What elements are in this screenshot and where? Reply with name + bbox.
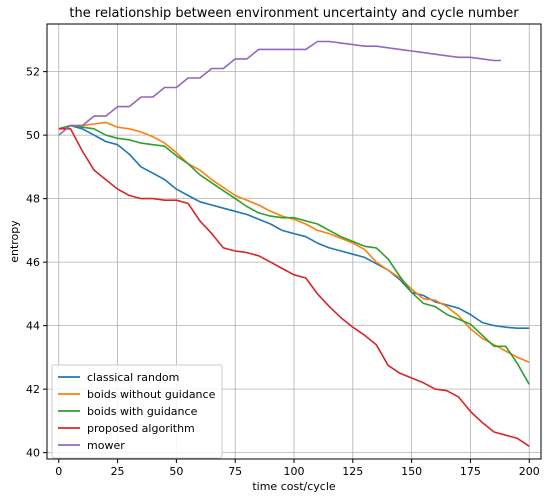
x-axis-ticks: 0 25 50 75 100 125 150 175 200 — [55, 459, 540, 478]
series-lines — [58, 40, 530, 447]
legend-entry: boids without guidance — [87, 388, 216, 401]
y-tick-label: 52 — [26, 66, 40, 79]
legend-entry: proposed algorithm — [87, 422, 195, 435]
series-line-boids-with-guidance — [58, 124, 530, 385]
y-tick-label: 50 — [26, 129, 40, 142]
x-tick-label: 100 — [284, 465, 305, 478]
legend-entry: classical random — [87, 371, 179, 384]
x-axis-label: time cost/cycle — [252, 480, 336, 493]
y-tick-label: 40 — [26, 447, 40, 460]
y-axis-label: entropy — [8, 220, 21, 263]
series-line-mower — [58, 40, 501, 136]
x-tick-label: 0 — [55, 465, 62, 478]
y-tick-label: 44 — [26, 320, 40, 333]
x-tick-label: 150 — [401, 465, 422, 478]
x-tick-label: 25 — [111, 465, 125, 478]
series-line-proposed-algorithm — [58, 128, 530, 447]
y-tick-label: 46 — [26, 256, 40, 269]
y-tick-label: 48 — [26, 193, 40, 206]
x-tick-label: 200 — [519, 465, 540, 478]
legend-entry: mower — [87, 439, 125, 452]
y-axis-ticks: 40 42 44 46 48 50 52 — [26, 66, 47, 460]
legend-box — [51, 364, 223, 459]
series-line-classical-random — [58, 124, 530, 330]
x-tick-label: 50 — [169, 465, 183, 478]
series-line-boids-without-guidance — [58, 121, 530, 363]
y-tick-label: 42 — [26, 383, 40, 396]
chart-title: the relationship between environment unc… — [69, 6, 519, 21]
legend-entry: boids with guidance — [87, 405, 198, 418]
x-tick-label: 75 — [228, 465, 242, 478]
x-tick-label: 175 — [460, 465, 481, 478]
legend: classical random boids without guidance bo… — [51, 364, 223, 459]
x-tick-label: 125 — [342, 465, 363, 478]
